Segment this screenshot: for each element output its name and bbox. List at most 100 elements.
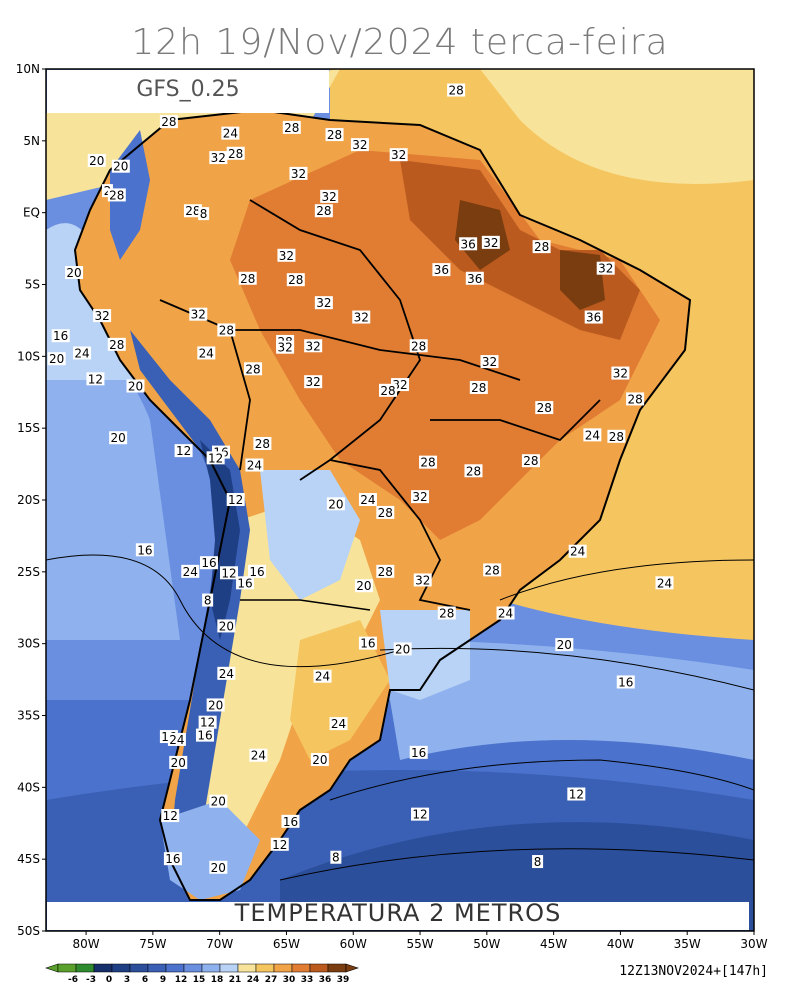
border-line-3 <box>329 459 471 611</box>
lon-label: 35W <box>674 937 701 951</box>
lat-label: 35S <box>17 709 40 723</box>
border-line-1 <box>249 199 421 481</box>
colorbar-arrow-left <box>45 963 59 973</box>
lon-label: 55W <box>406 937 433 951</box>
contour-label: 28 <box>109 338 124 352</box>
contour-label-box <box>174 444 193 458</box>
hottest-patch-2 <box>560 250 605 310</box>
contour-label-box <box>350 138 369 152</box>
contour-label: 28 <box>240 272 255 286</box>
contour-label: 8 <box>534 855 542 869</box>
contour-label-box <box>109 431 128 445</box>
contour-label-box <box>326 497 345 511</box>
contour-label-box <box>65 266 84 280</box>
patagonia-cool <box>160 800 260 900</box>
contour-label: 12 <box>221 566 236 580</box>
contour-label-box <box>199 556 218 570</box>
contour-label: 20 <box>211 795 226 809</box>
contour-label: 24 <box>169 733 184 747</box>
contour-label-box <box>481 235 500 249</box>
contour-label: 12 <box>228 493 243 507</box>
variable-label-box <box>47 902 749 930</box>
contour-label: 20 <box>110 431 125 445</box>
model-label: GFS_0.25 <box>136 77 240 102</box>
contour-label: 32 <box>613 367 628 381</box>
colorbar-tick: 12 <box>175 975 188 985</box>
colorbar-tick: 33 <box>301 975 314 985</box>
lon-label: 60W <box>340 937 367 951</box>
contour-label-box <box>209 794 228 808</box>
atlantic-north-light <box>480 69 754 184</box>
colorbar-swatch <box>201 963 221 973</box>
contour-label-box <box>330 850 342 864</box>
contour-label-box <box>253 436 272 450</box>
contour-label: 28 <box>609 430 624 444</box>
contour-label: 28 <box>327 128 342 142</box>
contour-label-box <box>198 715 217 729</box>
colorbar: -6 -3 0 3 6 9 12 15 18 21 24 27 30 33 36 39 <box>45 963 359 985</box>
lat-label: 20S <box>17 493 40 507</box>
isotherm-8 <box>279 848 754 881</box>
contour-label: 28 <box>316 204 331 218</box>
contour-label-box <box>465 271 484 285</box>
contour-label: 24 <box>585 428 600 442</box>
contour-label: 16 <box>237 576 252 590</box>
contour-label: 28 <box>378 506 393 520</box>
contour-label: 32 <box>94 309 109 323</box>
lon-label: 65W <box>273 937 300 951</box>
lat-label: 25S <box>17 565 40 579</box>
contour-label: 32 <box>277 341 292 355</box>
variable-label: TEMPERATURA 2 METROS <box>234 899 562 927</box>
contour-label: 32 <box>412 490 427 504</box>
contour-label-box <box>236 576 255 590</box>
contour-label: 16 <box>283 815 298 829</box>
colorbar-swatch <box>291 963 311 973</box>
contour-label-box <box>93 309 112 323</box>
contour-label: 32 <box>598 262 613 276</box>
contour-label: 20 <box>328 497 343 511</box>
contour-label: 24 <box>247 459 262 473</box>
contour-label: 20 <box>89 154 104 168</box>
atlantic-cool-band <box>380 640 754 760</box>
contour-label-box <box>304 375 323 389</box>
contour-label-box <box>496 606 515 620</box>
contour-label-box <box>217 323 236 337</box>
contour-label-box <box>325 128 344 142</box>
contour-label: 24 <box>315 670 330 684</box>
contour-label-box <box>47 352 66 366</box>
lat-label: 45S <box>17 852 40 866</box>
lat-label: 10S <box>17 349 40 363</box>
contour-label: 32 <box>211 151 226 165</box>
map-title: 12h 19/Nov/2024 terca-feira <box>131 22 669 63</box>
isotherm-16 <box>46 554 401 668</box>
lat-label: 50S <box>17 924 40 938</box>
contour-label: 16 <box>53 329 68 343</box>
contour-label-box <box>135 543 154 557</box>
contour-label-box <box>202 593 214 607</box>
contour-label-box <box>626 392 645 406</box>
contour-label: 32 <box>391 148 406 162</box>
lat-label: EQ <box>23 206 40 220</box>
colorbar-swatch <box>327 963 347 973</box>
contour-label-box <box>432 263 451 277</box>
contour-label: 20 <box>171 756 186 770</box>
contour-label-box <box>480 355 499 369</box>
contour-label-box <box>304 339 323 353</box>
contour-label-box <box>469 380 488 394</box>
contour-label-box <box>459 237 478 251</box>
contour-label: 36 <box>460 237 475 251</box>
contour-label: 20 <box>211 861 226 875</box>
contour-label: 28 <box>439 606 454 620</box>
contour-label-box <box>376 564 395 578</box>
contour-label-box <box>245 458 264 472</box>
contour-label-box <box>464 464 483 478</box>
contour-label: 32 <box>191 308 206 322</box>
contour-label: 12 <box>88 372 103 386</box>
contour-label: 24 <box>331 717 346 731</box>
contour-label-box <box>584 310 603 324</box>
lon-label: 80W <box>73 937 100 951</box>
contour-label-box <box>107 337 126 351</box>
contour-label: 32 <box>415 573 430 587</box>
contour-label: 24 <box>183 565 198 579</box>
lat-label: 15S <box>17 421 40 435</box>
